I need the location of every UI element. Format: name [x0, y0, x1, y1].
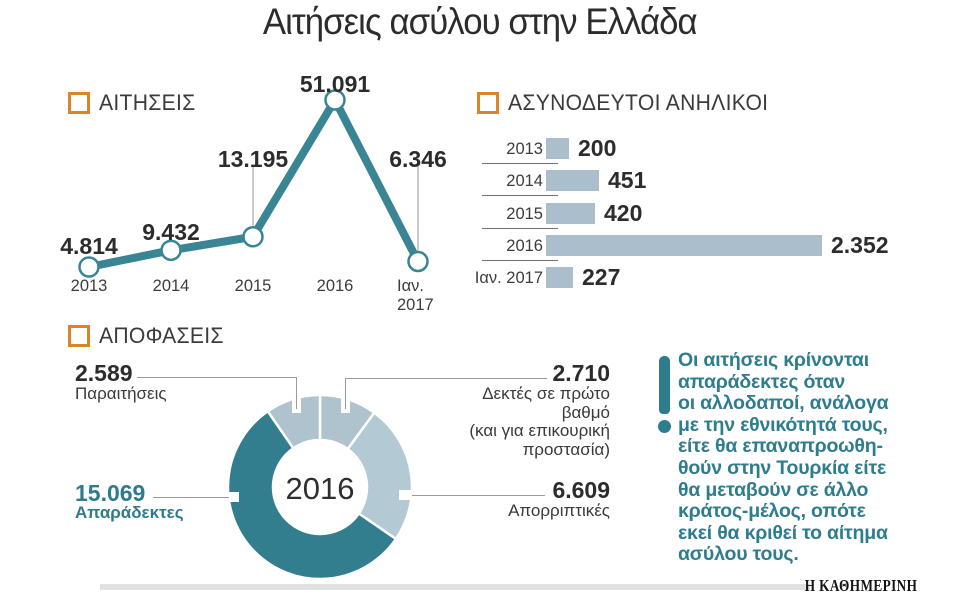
applications-line-labels: 4.814 2013 9.432 2014 13.195 2015 51.091 2016 6.… — [48, 62, 460, 314]
line-value-2013: 4.814 — [60, 233, 118, 259]
leader-line-inadmissible — [153, 497, 229, 498]
bar-value-Ιαν. 2017: 227 — [582, 264, 621, 290]
bar-value-2015: 420 — [604, 199, 643, 226]
minors-bar-chart: 2013 200 2014 451 2015 420 2016 2.352 Ιαν. 2017 2… — [460, 130, 940, 305]
newspaper-logo: Η ΚΑΘΗΜΕΡΙΝΗ — [804, 576, 917, 595]
legend-minors-label: ΑΣΥΝΟΔΕΥΤΟΙ ΑΝΗΛΙΚΟΙ — [508, 90, 769, 115]
legend-square-icon — [68, 92, 90, 114]
bar-row-separator — [482, 259, 558, 261]
bar-row-separator — [482, 227, 558, 229]
leader-line-rejected — [412, 495, 545, 496]
bar-2015 — [546, 202, 595, 224]
note-text: Οι αιτήσεις κρίνονται απαράδεκτες όταν ο… — [678, 349, 889, 566]
donut-segment-Απαράδεκτες — [226, 409, 398, 581]
donut-center-year: 2016 — [285, 471, 355, 506]
accepted-label: Δεκτές σε πρώτο βαθμό (και για επικουρικ… — [469, 384, 610, 459]
leader-casing — [227, 492, 239, 502]
legend-square-icon — [477, 92, 499, 114]
legend-applications-label: ΑΙΤΗΣΕΙΣ — [99, 90, 196, 115]
bar-category-2014: 2014 — [506, 172, 543, 191]
inadmissible-label: Απαράδεκτες — [75, 503, 184, 522]
line-point-2016 — [324, 89, 346, 111]
bar-row-separator — [482, 195, 558, 197]
donut-segment-Παραιτήσεις — [266, 393, 322, 450]
line-point-Ιαν. 2017 — [407, 250, 429, 273]
footer-rule — [100, 584, 810, 590]
bar-row-separator — [482, 163, 558, 164]
line-category-2013: 2013 — [70, 277, 108, 295]
rejected-label: Απορριπτικές — [508, 501, 610, 520]
line-point-2015 — [242, 226, 264, 248]
bar-2013 — [546, 138, 569, 159]
accepted-value: 2.710 — [552, 360, 610, 386]
line-value-2016: 51.091 — [299, 71, 371, 97]
line-value-Ιαν. 2017: 6.346 — [389, 146, 447, 172]
leader-casing — [399, 490, 412, 500]
leader-line-accepted-drop — [345, 378, 346, 409]
donut-segment-Απορριπτικές — [346, 411, 414, 541]
legend-minors: ΑΣΥΝΟΔΕΥΤΟΙ ΑΝΗΛΙΚΟΙ — [477, 90, 779, 116]
line-category-2016: 2016 — [316, 277, 354, 295]
bar-category-2015: 2015 — [506, 204, 543, 223]
bar-value-2013: 200 — [578, 135, 617, 161]
line-category-Ιαν. 2017: Ιαν. 2017 — [397, 277, 434, 314]
leader-line-withdrawals-drop — [296, 377, 297, 409]
leader-line-withdrawals — [137, 377, 297, 378]
bar-2014 — [546, 170, 599, 192]
bar-category-2016: 2016 — [506, 236, 543, 255]
inadmissible-value: 15.069 — [75, 480, 146, 506]
page-title: Αιτήσεις ασύλου στην Ελλάδα — [263, 1, 698, 42]
line-value-2015: 13.195 — [217, 146, 289, 172]
legend-square-icon — [68, 325, 90, 347]
legend-decisions-label: ΑΠΟΦΑΣΕΙΣ — [99, 323, 224, 348]
line-point-2013 — [78, 256, 100, 278]
line-point-2014 — [160, 239, 182, 262]
bar-value-2016: 2.352 — [831, 231, 889, 258]
withdrawals-value: 2.589 — [75, 360, 133, 386]
rejected-value: 6.609 — [552, 477, 610, 503]
exclamation-icon — [659, 356, 670, 414]
exclamation-dot-icon — [658, 420, 671, 433]
leader-line-accepted — [345, 378, 547, 379]
line-category-2014: 2014 — [152, 277, 190, 295]
bar-2016 — [546, 234, 822, 256]
bar-Ιαν. 2017 — [546, 267, 573, 288]
withdrawals-label: Παραιτήσεις — [75, 384, 167, 403]
legend-applications: ΑΙΤΗΣΕΙΣ — [68, 90, 200, 116]
decisions-donut-chart — [226, 393, 414, 581]
applications-line-chart — [78, 89, 429, 278]
bar-value-2014: 451 — [608, 167, 647, 194]
line-value-2014: 9.432 — [142, 219, 200, 245]
bar-category-2013: 2013 — [506, 140, 543, 158]
bar-category-Ιαν. 2017: Ιαν. 2017 — [474, 269, 543, 287]
legend-decisions: ΑΠΟΦΑΣΕΙΣ — [68, 323, 229, 349]
line-category-2015: 2015 — [234, 277, 272, 295]
